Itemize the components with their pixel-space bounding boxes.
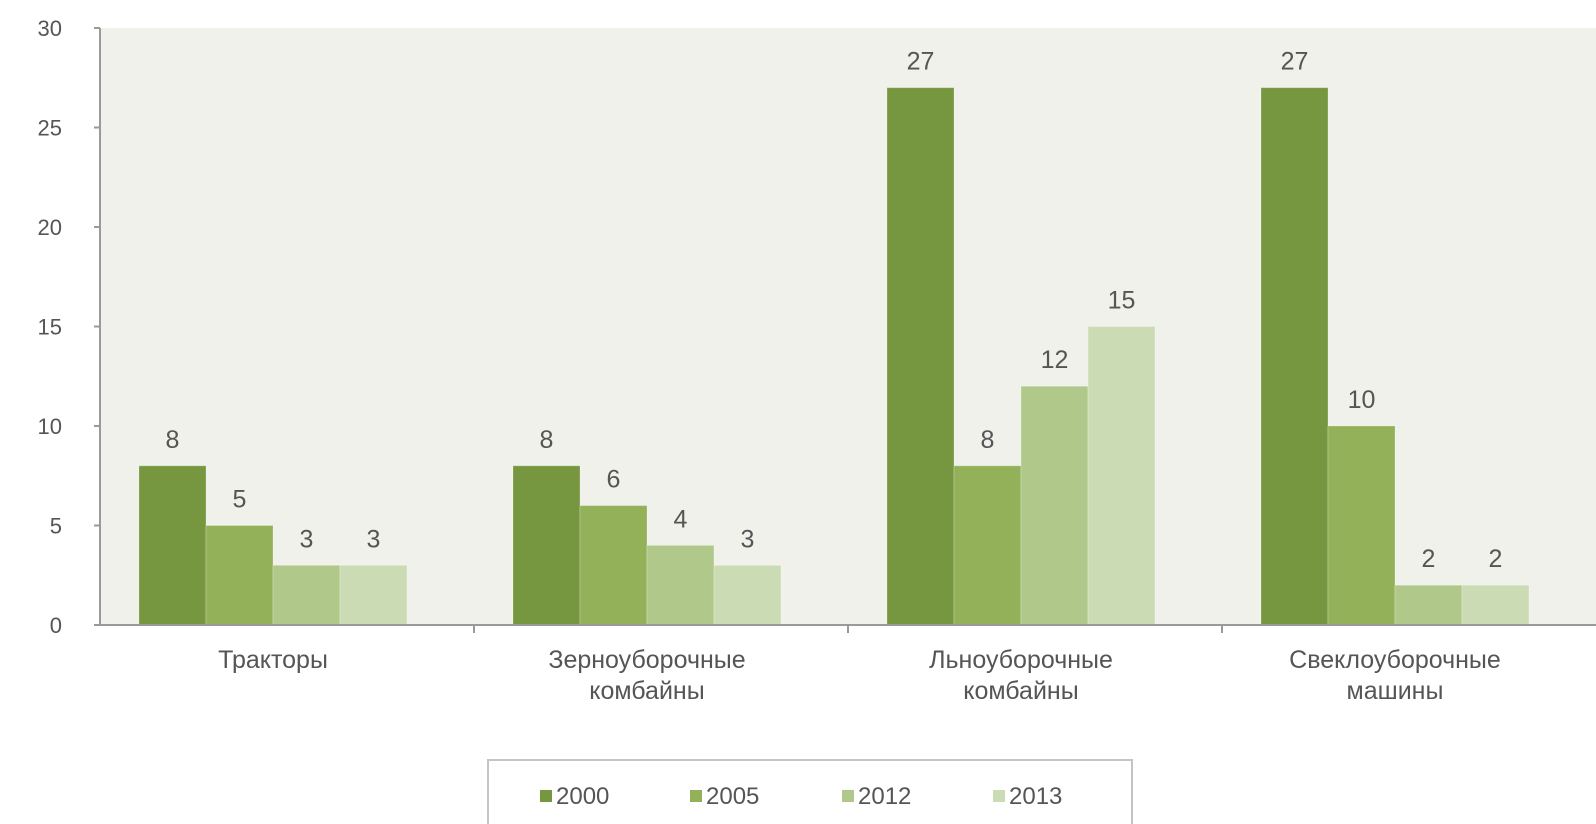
category-label: Тракторы — [218, 646, 328, 674]
data-label: 2 — [1489, 545, 1503, 573]
data-label: 6 — [607, 466, 621, 494]
data-label: 8 — [166, 426, 180, 454]
bar-2000 — [513, 466, 580, 625]
legend-label: 2012 — [858, 783, 911, 810]
category-label: Зерноуборочные комбайны — [548, 646, 745, 705]
legend-swatch-2000 — [540, 790, 552, 802]
legend-label: 2013 — [1009, 783, 1062, 810]
bar-2005 — [1328, 426, 1395, 625]
y-tick-label: 20 — [38, 215, 62, 240]
bar-2013 — [1088, 327, 1155, 626]
bar-2013 — [714, 565, 781, 625]
bar-2005 — [580, 506, 647, 625]
y-tick-label: 5 — [50, 514, 62, 539]
bar-2000 — [1261, 88, 1328, 625]
legend-label: 2005 — [706, 783, 759, 810]
y-tick-label: 10 — [38, 414, 62, 439]
legend-swatch-2012 — [842, 790, 854, 802]
data-label: 5 — [233, 486, 247, 514]
data-label: 3 — [367, 525, 381, 553]
y-tick-label: 25 — [38, 116, 62, 141]
bar-2012 — [1395, 585, 1462, 625]
data-label: 27 — [1281, 48, 1309, 76]
legend: 2000 2005 2012 2013 — [488, 760, 1132, 824]
y-tick-label: 30 — [38, 16, 62, 41]
data-label: 4 — [674, 505, 688, 533]
data-label: 8 — [981, 426, 995, 454]
y-tick-label: 15 — [38, 315, 62, 340]
data-label: 15 — [1108, 287, 1136, 315]
data-label: 10 — [1348, 386, 1376, 414]
legend-label: 2000 — [556, 783, 609, 810]
bar-2013 — [1462, 585, 1529, 625]
y-axis-ticks: 0 5 10 15 20 25 30 — [38, 16, 100, 638]
category-labels: Тракторы Зерноуборочные комбайны Льноубороч… — [218, 646, 1501, 705]
data-label: 8 — [540, 426, 554, 454]
bar-2000 — [139, 466, 206, 625]
bar-2000 — [887, 88, 954, 625]
bar-2012 — [647, 545, 714, 625]
data-label: 3 — [300, 525, 314, 553]
data-label: 3 — [741, 525, 755, 553]
category-label: Льноуборочные комбайны — [929, 646, 1113, 705]
bar-2013 — [340, 565, 407, 625]
bar-2005 — [954, 466, 1021, 625]
bar-2005 — [206, 526, 273, 626]
bar-2012 — [273, 565, 340, 625]
bar-2012 — [1021, 386, 1088, 625]
x-axis-ticks — [474, 625, 1222, 633]
y-tick-label: 0 — [50, 613, 62, 638]
data-label: 2 — [1422, 545, 1436, 573]
legend-swatch-2013 — [993, 790, 1005, 802]
category-label: Свеклоуборочные машины — [1289, 646, 1501, 705]
data-label: 27 — [907, 48, 935, 76]
legend-swatch-2005 — [690, 790, 702, 802]
data-label: 12 — [1041, 346, 1069, 374]
